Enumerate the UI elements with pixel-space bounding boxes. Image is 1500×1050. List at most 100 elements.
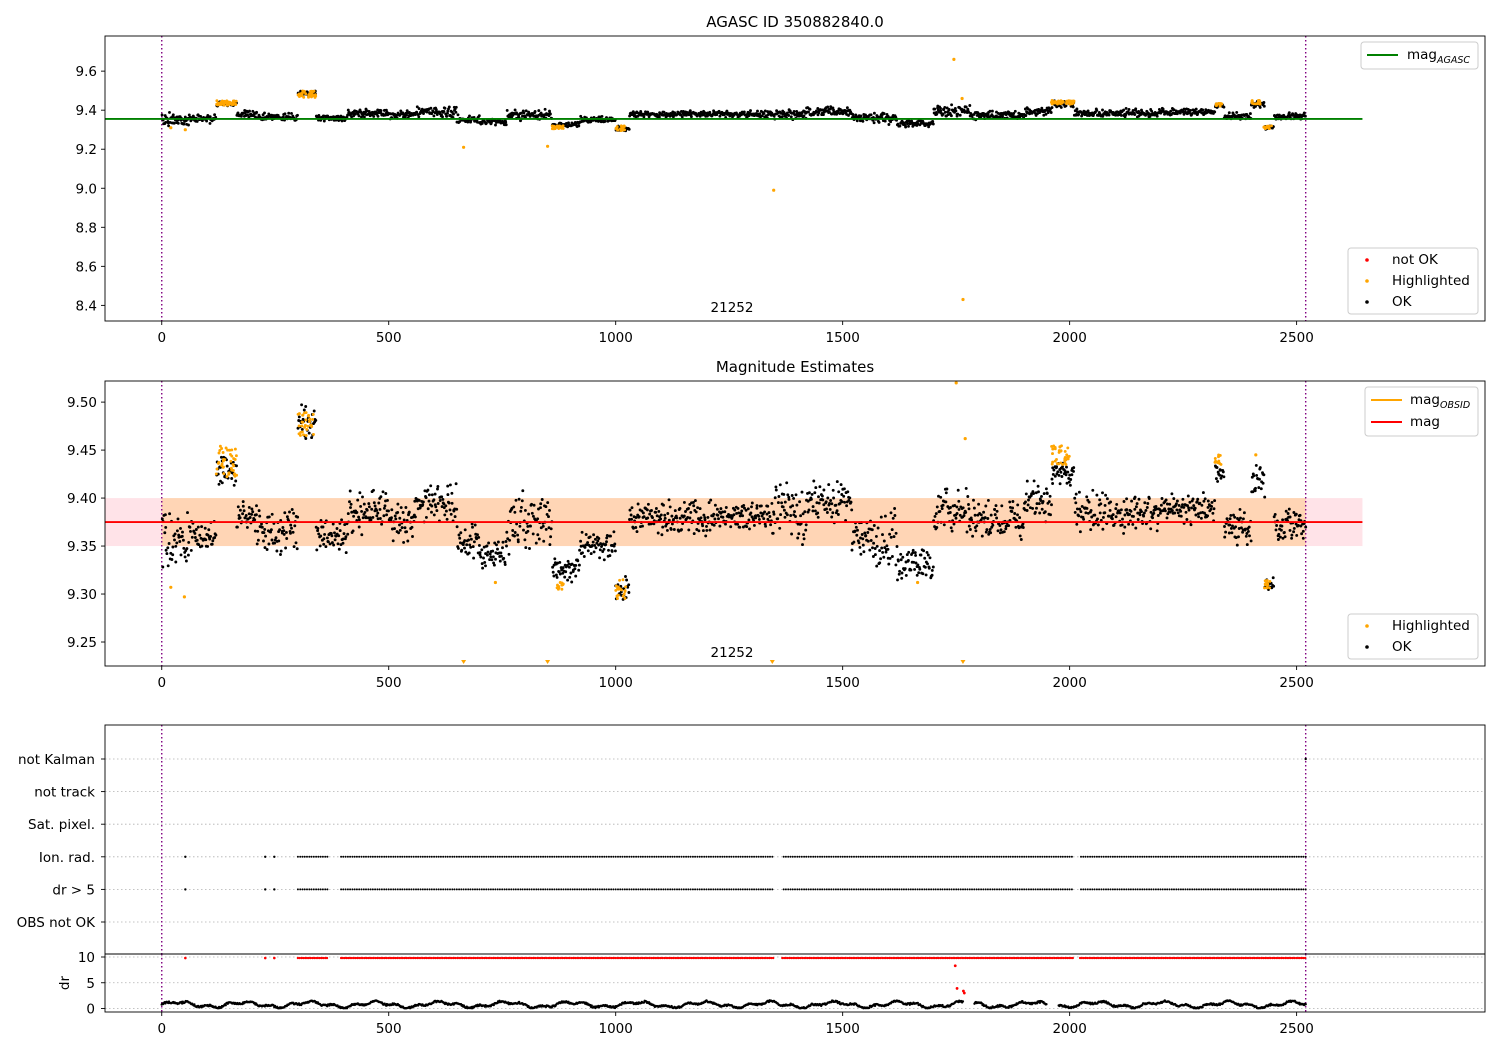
flags-flag-point [396, 888, 399, 891]
magnitude-ok-point [1176, 511, 1180, 515]
magnitude-ok-point [1107, 514, 1111, 518]
flags-flag-point [562, 855, 565, 858]
agasc-ok-point [828, 110, 831, 114]
magnitude-ok-point [1191, 497, 1195, 501]
flags-flag-point [748, 888, 751, 891]
magnitude-ok-point [659, 513, 663, 517]
magnitude-ok-point [1194, 513, 1198, 517]
flags-flag-point [921, 888, 924, 891]
magnitude-ok-point [1272, 515, 1276, 519]
flags-flag-point [760, 888, 762, 891]
magnitude-ok-point [588, 535, 592, 539]
agasc-highlighted-point [225, 99, 229, 103]
flags-flag-point [1034, 855, 1037, 858]
magnitude-ok-point [698, 507, 702, 511]
magnitude-ok-point [721, 510, 724, 514]
magnitude-ok-point [642, 515, 646, 519]
flags-flag-point [528, 888, 531, 891]
magnitude-highlighted-point [1216, 461, 1220, 465]
flags-flag-point [907, 855, 910, 858]
magnitude-ok-point [1115, 502, 1119, 506]
magnitude-ok-point [547, 515, 550, 519]
flags-flag-point [809, 855, 812, 858]
magnitude-highlighted-point [224, 446, 228, 450]
agasc-ok-point [248, 109, 251, 113]
flags-flag-point [1080, 855, 1082, 858]
flags-flag-point [700, 855, 703, 858]
flags-flag-point [1286, 855, 1289, 858]
magnitude-ok-point [609, 534, 612, 538]
magnitude-ok-point [742, 503, 746, 507]
magnitude-ok-point [883, 546, 887, 550]
agasc-plot-frame [104, 35, 1486, 322]
magnitude-ok-point [759, 504, 763, 508]
magnitude-highlighted-point [1051, 452, 1054, 456]
magnitude-highlighted-point [234, 454, 238, 458]
magnitude-highlighted-point [1065, 453, 1069, 457]
agasc-ok-point [760, 114, 764, 118]
flags-flag-point [374, 888, 377, 891]
magnitude-ok-point [1272, 584, 1276, 588]
magnitude-ok-point [1287, 507, 1291, 511]
flags-flag-point [952, 855, 955, 858]
flags-flag-point [571, 888, 574, 891]
flags-flag-point [932, 855, 935, 858]
flags-flag-point [816, 888, 819, 891]
magnitude-ok-point [1203, 511, 1206, 515]
magnitude-ok-point [713, 503, 717, 507]
agasc-highlighted-point [561, 126, 565, 130]
agasc-ok-point [1287, 111, 1291, 115]
flags-flag-point [553, 855, 556, 858]
magnitude-ok-point [670, 522, 674, 526]
magnitude-ok-point [1284, 509, 1288, 513]
agasc-ok-point [1001, 115, 1004, 119]
flags-flag-point [1268, 855, 1271, 858]
agasc-highlighted-point [546, 144, 550, 148]
flags-flag-point [787, 855, 790, 858]
magnitude-ok-point [301, 417, 305, 421]
agasc-ok-point [1248, 112, 1252, 116]
magnitude-ok-point [365, 508, 369, 512]
flags-flag-point [474, 855, 476, 858]
magnitude-ok-point [300, 403, 304, 407]
flags-flag-point [814, 855, 817, 858]
flags-flag-point [610, 855, 613, 858]
flags-flag-point [355, 888, 358, 891]
magnitude-highlighted-point [300, 424, 304, 428]
agasc-highlighted-point [619, 129, 623, 133]
magnitude-ok-point [345, 522, 349, 526]
magnitude-highlighted-point [298, 433, 302, 437]
magnitude-ok-point [1067, 480, 1071, 484]
agasc-highlighted-point [1251, 101, 1255, 105]
agasc-ok-point [1013, 109, 1017, 113]
flags-flag-point [975, 855, 978, 858]
magnitude-ok-point [1089, 528, 1093, 532]
magnitude-ok-point [921, 572, 925, 576]
magnitude-ok-point [521, 489, 525, 493]
magnitude-ok-point [187, 540, 191, 544]
flags-flag-point [555, 855, 558, 858]
flags-flag-point [387, 855, 390, 858]
flags-flag-point [617, 855, 619, 858]
magnitude-ok-point [1187, 506, 1191, 510]
magnitude-ok-point [472, 556, 476, 560]
agasc-highlighted-point [1065, 102, 1069, 105]
agasc-highlighted-point [183, 128, 187, 132]
agasc-ok-point [688, 109, 692, 113]
magnitude-ok-point [876, 526, 880, 530]
magnitude-ok-point [1159, 503, 1163, 507]
flags-flag-point [505, 855, 508, 858]
agasc-highlighted-point [1270, 124, 1273, 128]
magnitude-ok-point [1145, 506, 1149, 509]
magnitude-ok-point [317, 532, 321, 536]
magnitude-ok-point [853, 529, 857, 533]
flags-flag-point [948, 855, 951, 858]
magnitude-ok-point [1069, 478, 1073, 481]
flags-flag-point [619, 855, 622, 858]
flags-flag-point [1245, 855, 1248, 858]
magnitude-ok-point [330, 541, 334, 545]
magnitude-ok-point [445, 517, 449, 521]
flags-flag-point [909, 855, 912, 858]
flags-flag-point [705, 855, 708, 858]
flags-flag-point [1048, 855, 1051, 858]
